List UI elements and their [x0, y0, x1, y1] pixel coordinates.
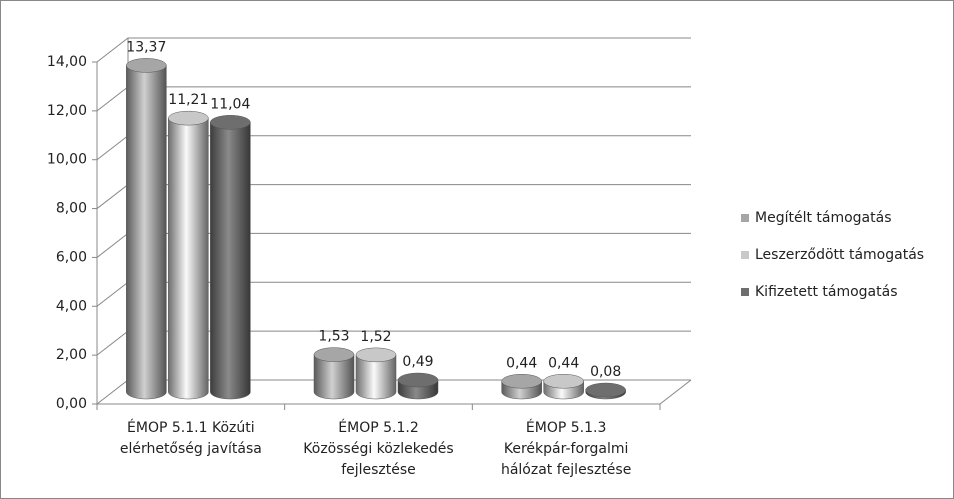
x-tick-label-line: ÉMOP 5.1.1 Közúti: [127, 419, 255, 436]
x-tick-label: ÉMOP 5.1.2 Közösségi közlekedés fejlesztés…: [303, 419, 453, 478]
value-label: 1,52: [360, 329, 391, 345]
legend-swatch: [741, 251, 749, 259]
cylinder-top: [501, 374, 542, 389]
y-tick-label: 14,00: [47, 54, 87, 70]
y-tick-label: 12,00: [47, 103, 87, 119]
cylinder-top: [313, 347, 355, 362]
value-label: 11,21: [168, 92, 208, 108]
cylinder-body: [126, 65, 167, 400]
value-label: 1,53: [318, 329, 349, 345]
bar-cylinder: [397, 372, 439, 400]
x-tick-label-line: fejlesztése: [341, 462, 416, 478]
cylinder-body: [313, 354, 355, 400]
x-tick-label-line: elérhetőség javítása: [120, 441, 262, 457]
x-tick-label-line: Közösségi közlekedés: [303, 441, 453, 457]
cylinder-top: [355, 347, 397, 363]
cylinder-body: [355, 354, 397, 400]
bar-cylinder: [585, 382, 626, 400]
bar-cylinder: [168, 110, 209, 400]
cylinder-body: [168, 117, 209, 400]
bar-cylinder: [210, 115, 251, 400]
cylinder-body: [210, 122, 251, 400]
legend-swatch: [741, 214, 749, 222]
value-label: 11,04: [210, 96, 250, 112]
x-tick-label-line: Kerékpár-forgalmi: [504, 441, 629, 457]
x-tick-label: ÉMOP 5.1.1 Közúti elérhetőség javítása: [120, 419, 262, 457]
legend-label: Leszerződött támogatás: [755, 247, 924, 263]
y-tick-label: 0,00: [56, 396, 87, 412]
y-tick-label: 10,00: [47, 152, 87, 168]
x-tick-label: ÉMOP 5.1.3 Kerékpár-forgalmi hálózat fejle…: [501, 419, 631, 478]
cylinder-top: [397, 372, 439, 388]
bar-cylinder: [543, 374, 584, 400]
legend-label: Megítélt támogatás: [755, 210, 892, 226]
y-tick-label: 4,00: [56, 298, 87, 314]
value-label: 0,08: [590, 364, 621, 380]
y-tick-label: 2,00: [56, 347, 87, 363]
value-label: 0,44: [548, 355, 579, 371]
y-tick-label: 8,00: [56, 201, 87, 217]
bar-cylinder: [501, 374, 542, 400]
cylinder-top: [543, 374, 584, 389]
cylinder-top: [210, 115, 251, 130]
cylinder-top: [585, 382, 626, 398]
cylinder-top: [126, 58, 167, 73]
legend-label: Kifizetett támogatás: [755, 284, 897, 300]
bar-cylinder: [313, 347, 355, 400]
y-tick-label: 6,00: [56, 249, 87, 265]
legend-swatch: [741, 288, 749, 296]
value-label: 0,49: [402, 354, 433, 370]
bar-cylinder: [355, 347, 397, 400]
cylinder-top: [168, 110, 209, 126]
x-tick-label-line: ÉMOP 5.1.2: [338, 419, 418, 436]
bar-cylinder: [126, 58, 167, 400]
x-tick-label-line: ÉMOP 5.1.3: [526, 419, 606, 436]
value-label: 13,37: [126, 39, 166, 55]
value-label: 0,44: [506, 355, 537, 371]
x-tick-label-line: hálózat fejlesztése: [501, 462, 631, 478]
